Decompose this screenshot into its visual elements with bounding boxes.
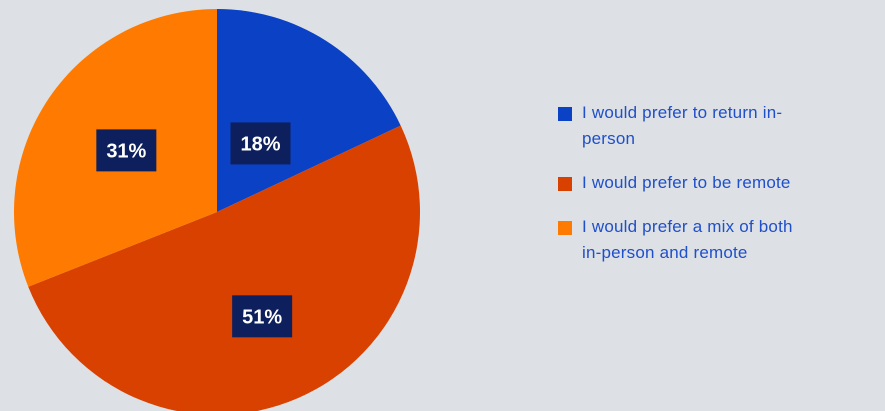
- pie-label-box: [232, 295, 293, 338]
- pie-label-box: [96, 129, 157, 172]
- pie-label-mix: 31%: [96, 129, 157, 172]
- pie-label-box: [230, 122, 291, 165]
- legend-label-line: I would prefer a mix of both: [582, 217, 793, 236]
- legend-item-remote: I would prefer to be remote: [557, 170, 882, 196]
- pie-label-remote: 51%: [232, 295, 293, 338]
- pie-slice-remote: [28, 125, 420, 411]
- legend-swatch-mix: [558, 221, 572, 235]
- legend-label-line: I would prefer to return in-: [582, 103, 783, 122]
- pie-label-return-in-person: 18%: [230, 122, 291, 165]
- legend-label-line: person: [582, 129, 636, 148]
- pie-label-text: 51%: [242, 306, 282, 328]
- legend-item-return-in-person: I would prefer to return in- person: [557, 100, 882, 152]
- pie-label-text: 18%: [240, 133, 280, 155]
- legend: I would prefer to return in- person I wo…: [557, 100, 882, 266]
- pie-label-text: 31%: [106, 140, 146, 162]
- legend-label-line: in-person and remote: [582, 243, 748, 262]
- legend-swatch-return-in-person: [558, 107, 572, 121]
- legend-item-mix: I would prefer a mix of both in-person a…: [557, 214, 882, 266]
- legend-label-line: I would prefer to be remote: [582, 173, 791, 192]
- legend-swatch-remote: [558, 177, 572, 191]
